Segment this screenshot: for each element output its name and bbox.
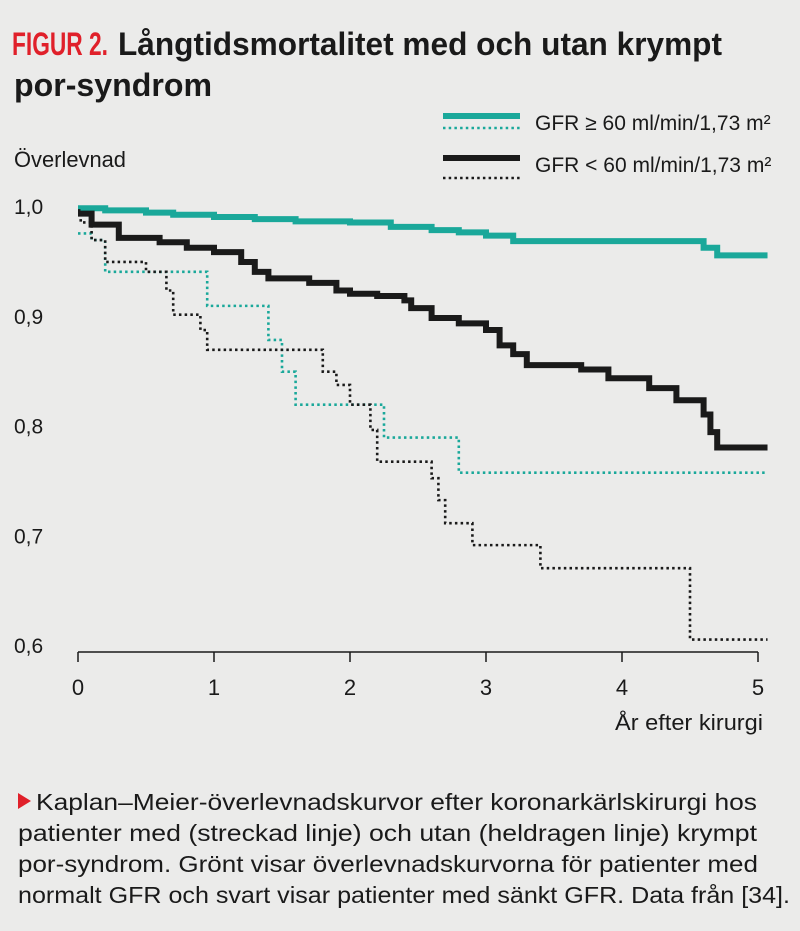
chart-title: Långtidsmortalitet med och utan krympt: [118, 26, 722, 62]
y-tick-label: 0,9: [14, 306, 43, 329]
x-tick-label: 1: [208, 675, 220, 700]
caption: por-syndrom. Grönt visar överlevnadskurv…: [18, 851, 758, 877]
survival-curve: [78, 205, 768, 259]
y-axis-label: Överlevnad: [14, 147, 126, 172]
figure-label: FIGUR 2.: [12, 26, 108, 62]
survival-curve: [78, 209, 768, 641]
x-tick-label: 5: [752, 675, 764, 700]
caption: patienter med (streckad linje) och utan …: [18, 820, 758, 846]
y-tick-label: 1,0: [14, 196, 43, 219]
y-tick-label: 0,6: [14, 635, 43, 658]
survival-curve: [78, 232, 768, 474]
chart-title: por-syndrom: [14, 67, 212, 103]
caption-marker: [18, 793, 31, 809]
legend-label: GFR < 60 ml/min/1,73 m²: [535, 154, 771, 177]
y-tick-label: 0,7: [14, 525, 43, 548]
x-tick-label: 4: [616, 675, 628, 700]
survival-curve: [78, 210, 768, 451]
caption: normalt GFR och svart visar patienter me…: [18, 882, 790, 908]
legend-label: GFR ≥ 60 ml/min/1,73 m²: [535, 112, 771, 135]
x-tick-label: 2: [344, 675, 356, 700]
x-tick-label: 0: [72, 675, 84, 700]
x-tick-label: 3: [480, 675, 492, 700]
x-axis-label: År efter kirurgi: [615, 710, 763, 735]
y-tick-label: 0,8: [14, 416, 43, 439]
caption: Kaplan–Meier-överlevnadskurvor efter kor…: [36, 789, 757, 815]
